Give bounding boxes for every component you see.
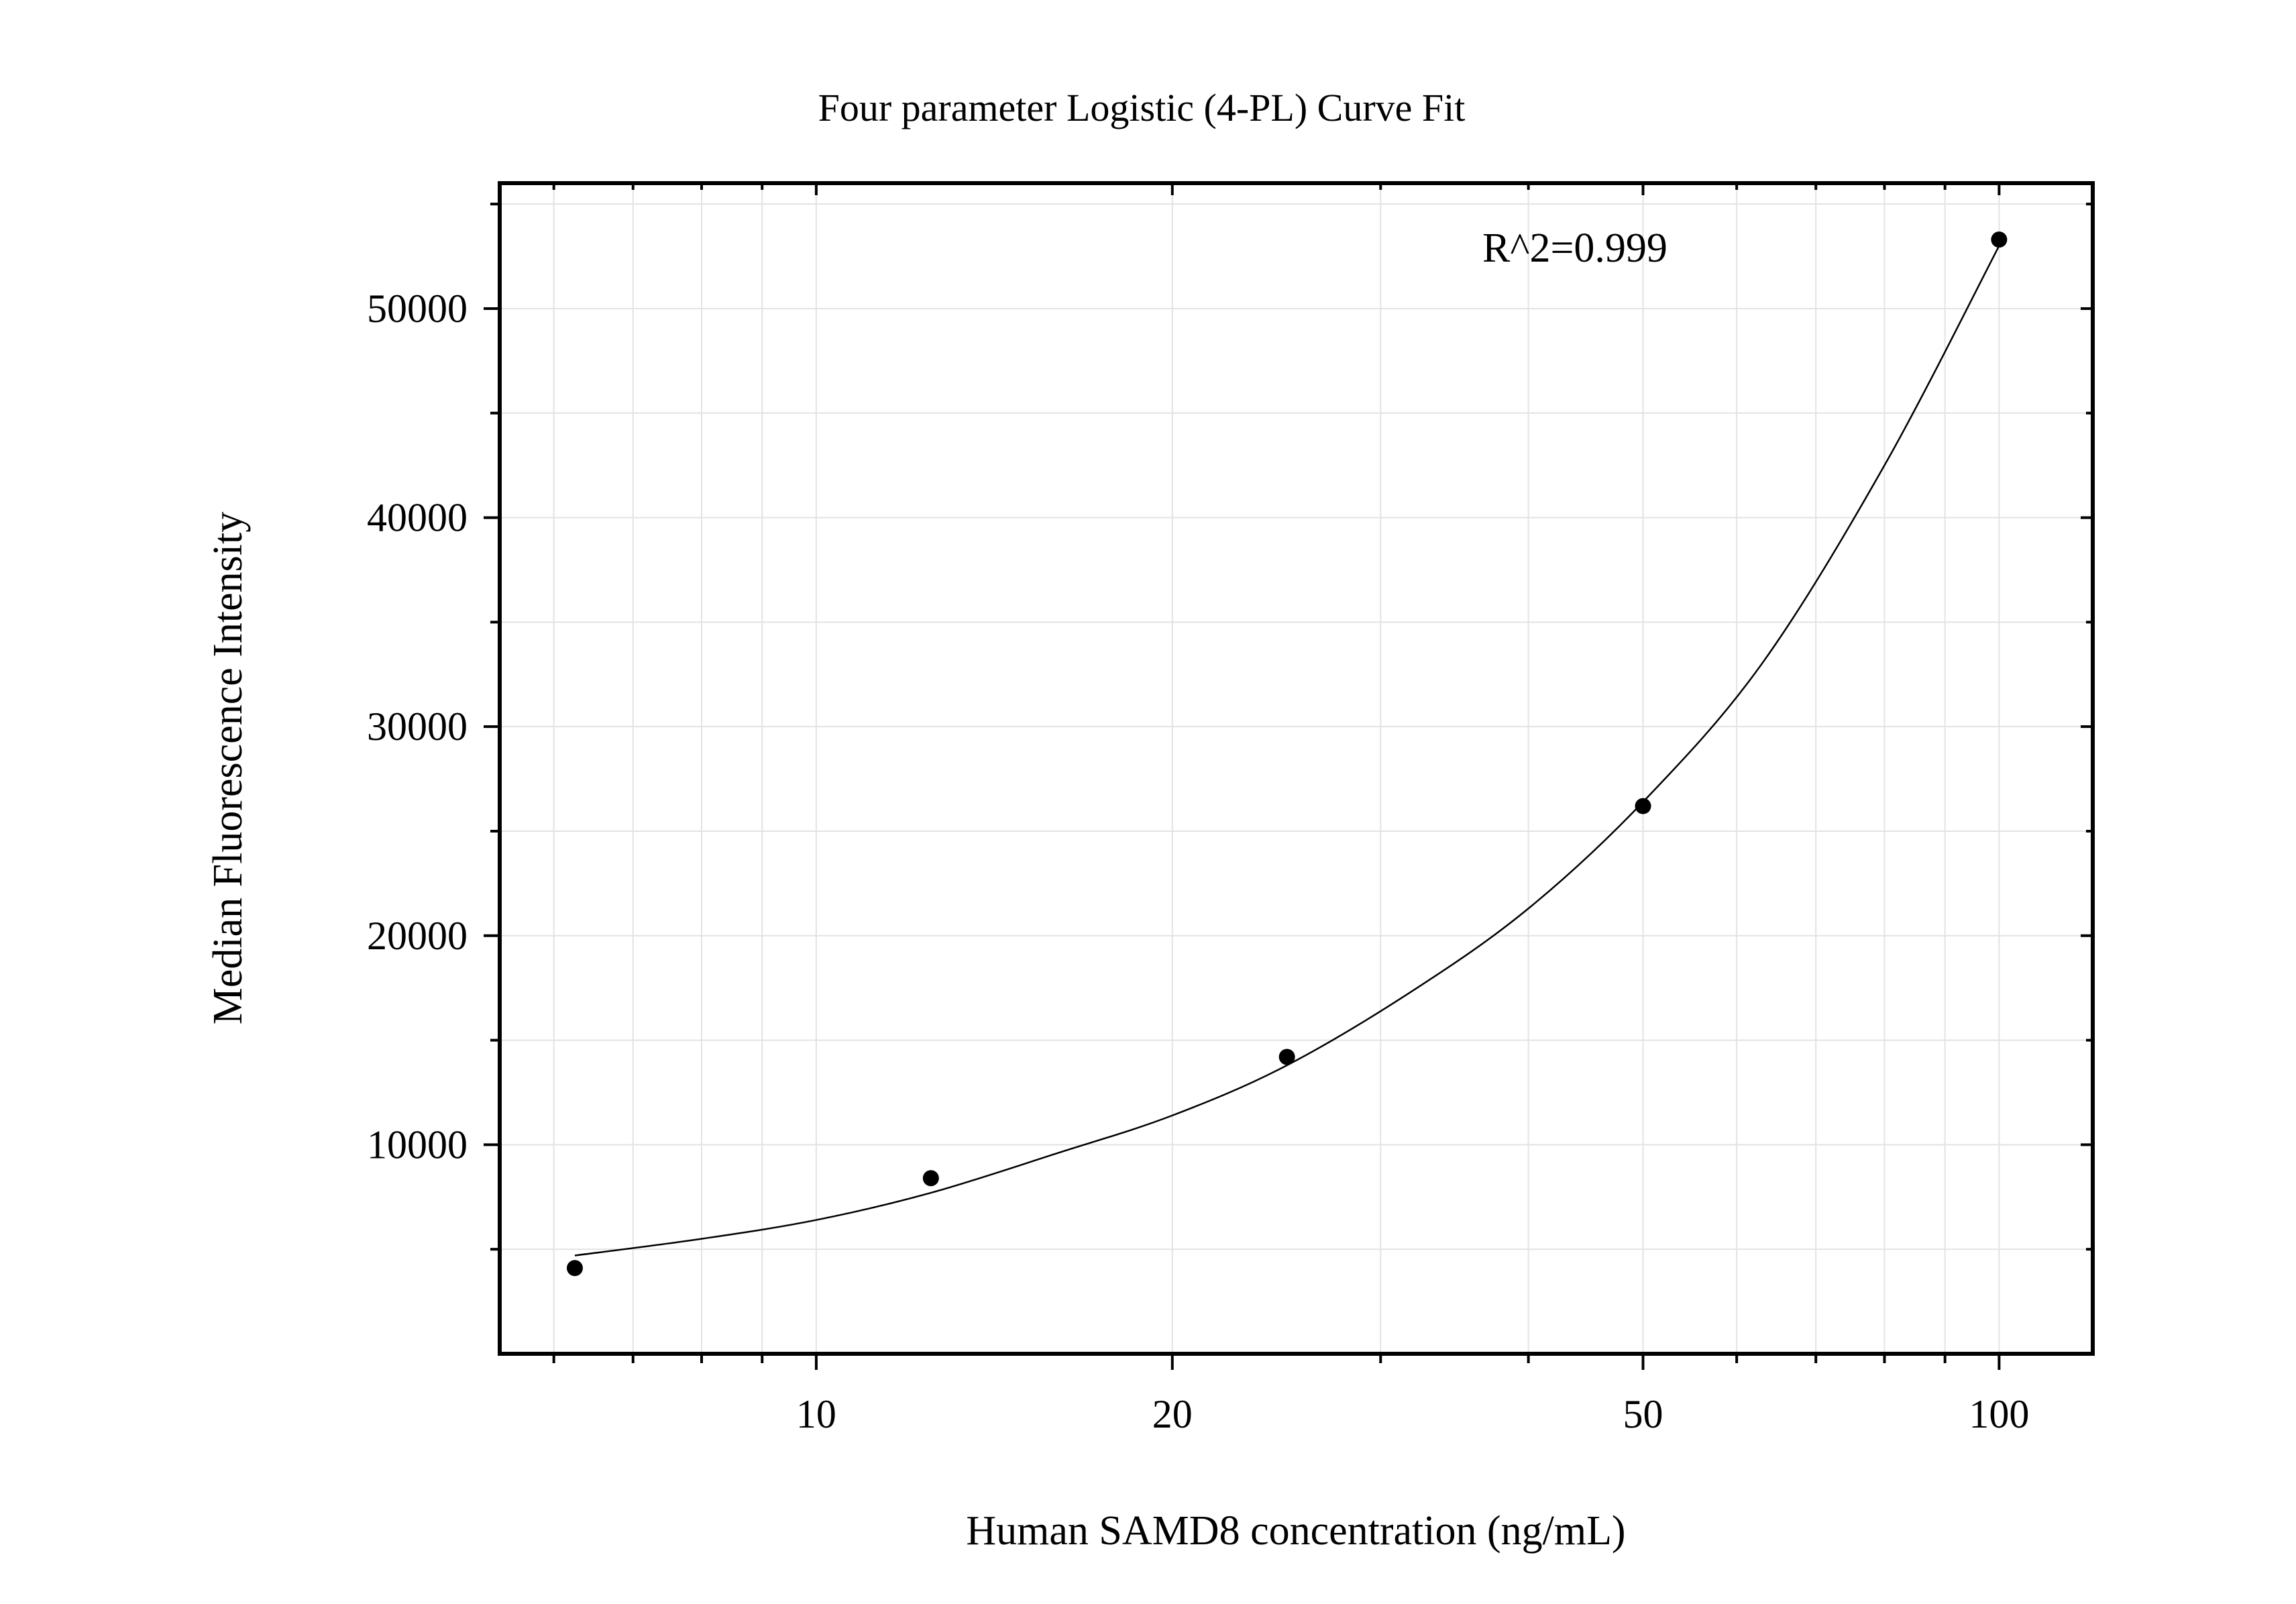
- y-tick-label: 40000: [367, 496, 468, 540]
- y-tick-label: 20000: [367, 914, 468, 958]
- tick-layer: [484, 183, 2093, 1370]
- data-point: [1278, 1049, 1295, 1065]
- x-tick-label: 20: [1152, 1392, 1193, 1436]
- grid-layer: [500, 183, 2093, 1354]
- r-squared-annotation: R^2=0.999: [1482, 225, 1668, 271]
- x-tick-label: 100: [1969, 1392, 2029, 1436]
- data-point: [1991, 231, 2008, 248]
- curve-layer: [574, 245, 2000, 1257]
- x-tick-label: 10: [796, 1392, 836, 1436]
- data-point: [566, 1260, 583, 1277]
- data-point: [1635, 798, 1651, 814]
- fit-curve-line: [574, 245, 2000, 1257]
- points-layer: [566, 231, 2008, 1277]
- y-tick-label: 10000: [367, 1122, 468, 1167]
- plot-frame: [498, 181, 2095, 1356]
- tick-label-layer: 10 20 50 100 10000 20000 30000 40000 50000: [367, 286, 2029, 1436]
- y-axis-label: Median Fluorescence Intensity: [205, 512, 251, 1024]
- x-axis-label: Human SAMD8 concentration (ng/mL): [966, 1508, 1625, 1554]
- x-tick-label: 50: [1623, 1392, 1663, 1436]
- y-tick-label: 30000: [367, 704, 468, 749]
- data-point: [922, 1170, 939, 1187]
- chart-title: Four parameter Logistic (4-PL) Curve Fit: [818, 86, 1466, 129]
- y-tick-label: 50000: [367, 286, 468, 331]
